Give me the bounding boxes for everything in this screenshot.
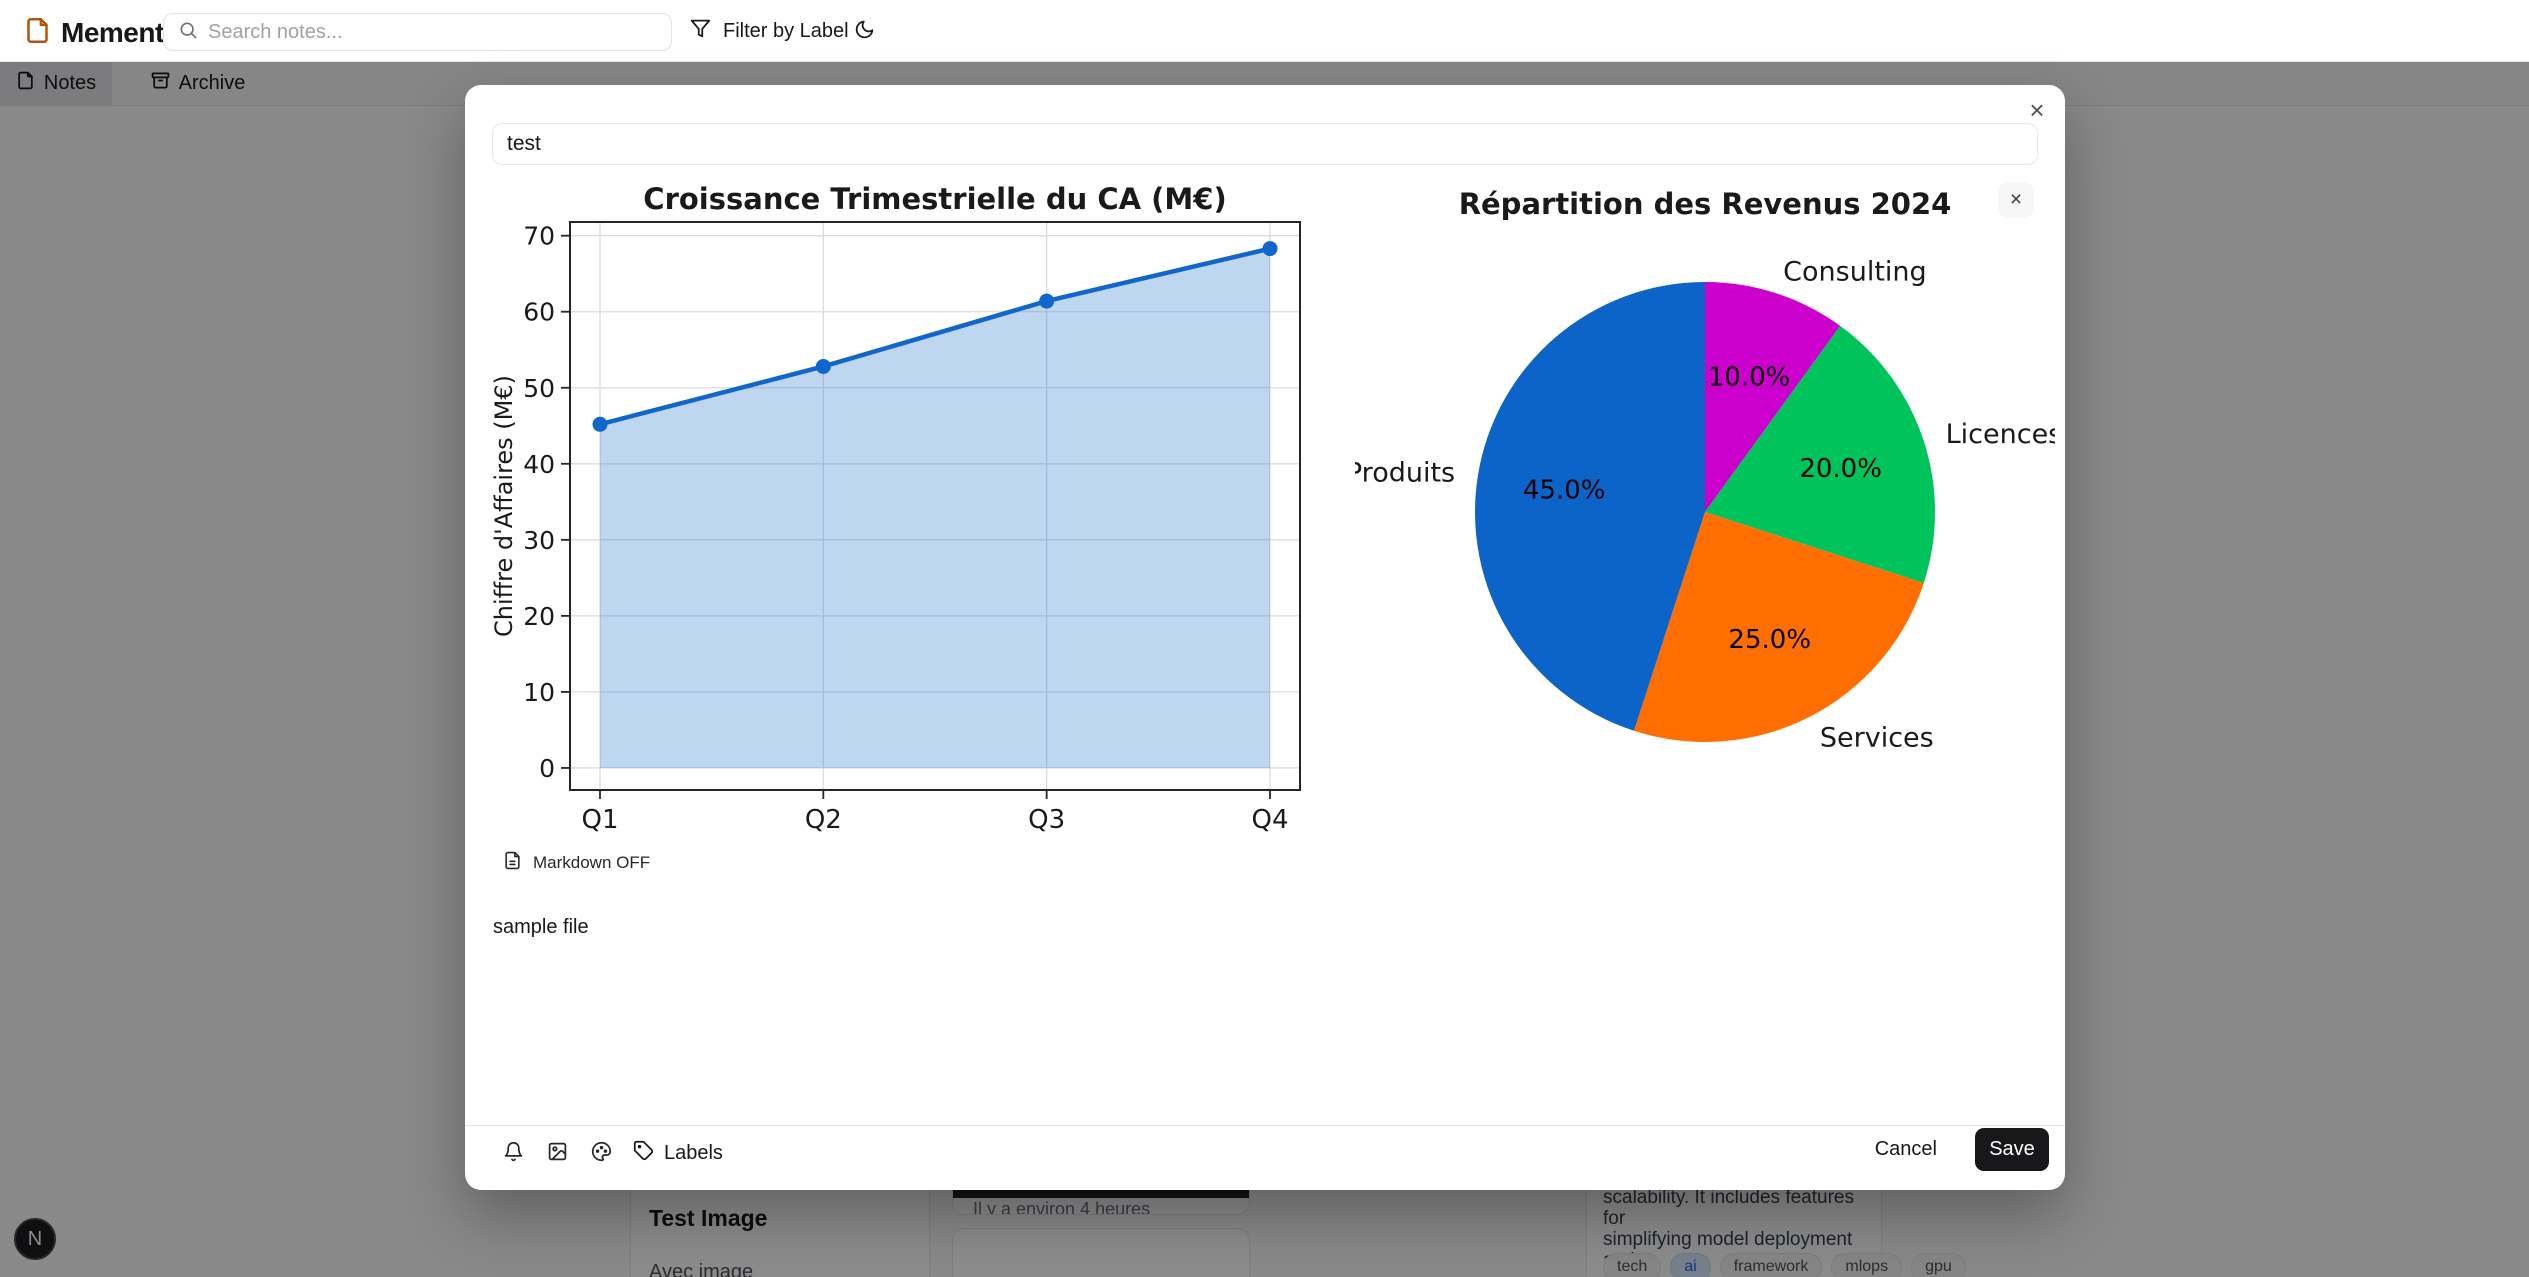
cancel-button[interactable]: Cancel — [1861, 1130, 1951, 1169]
labels-button-label: Labels — [664, 1141, 723, 1164]
color-picker-button[interactable] — [583, 1135, 619, 1171]
save-button[interactable]: Save — [1975, 1128, 2049, 1171]
edit-note-modal: × × 0 10 20 30 40 50 60 70 Q1 Q2 Q3 Q4 Croissance Tr… — [465, 85, 2065, 1190]
footer-divider — [465, 1125, 2065, 1126]
tag-pill: framework — [1719, 1253, 1823, 1277]
svg-text:70: 70 — [523, 222, 555, 251]
app-logo: Memento — [24, 17, 181, 49]
add-image-button[interactable] — [539, 1135, 575, 1171]
labels-button[interactable]: Labels — [627, 1135, 729, 1171]
tab-notes-label: Notes — [43, 72, 97, 94]
close-icon: × — [2029, 95, 2045, 125]
file-logo-icon — [24, 17, 51, 49]
svg-text:50: 50 — [523, 374, 555, 403]
file-icon — [16, 71, 35, 96]
markdown-toggle-label: Markdown OFF — [533, 853, 651, 872]
svg-text:20.0%: 20.0% — [1799, 454, 1882, 484]
svg-text:Q4: Q4 — [1251, 805, 1288, 835]
app-title: Memento — [61, 17, 181, 48]
header: Memento Filter by Label — [0, 0, 2529, 62]
svg-text:Services: Services — [1820, 722, 1934, 753]
svg-text:Chiffre d'Affaires (M€): Chiffre d'Affaires (M€) — [490, 375, 518, 637]
image-icon — [547, 1141, 568, 1165]
tab-archive-label: Archive — [178, 72, 246, 94]
svg-text:Q1: Q1 — [581, 805, 618, 835]
svg-text:Licences: Licences — [1946, 419, 2055, 450]
archive-icon — [151, 71, 170, 96]
svg-text:Q3: Q3 — [1028, 805, 1065, 835]
svg-text:Produits: Produits — [1355, 457, 1455, 488]
tab-archive[interactable]: Archive — [112, 62, 284, 105]
search-icon — [178, 20, 198, 45]
svg-text:40: 40 — [523, 450, 555, 479]
svg-text:30: 30 — [523, 526, 555, 555]
modal-close-button[interactable]: × — [2021, 94, 2053, 126]
search-box — [163, 13, 672, 51]
svg-text:Q2: Q2 — [805, 805, 842, 835]
note-card-excerpt: scalability. It includes features for si… — [1603, 1187, 1854, 1271]
note-title-input[interactable] — [492, 123, 2038, 165]
filter-by-label-button[interactable]: Filter by Label — [690, 11, 849, 51]
image-remove-button[interactable]: × — [1998, 182, 2034, 218]
tags-row: tech ai framework mlops gpu — [1603, 1253, 1966, 1277]
funnel-icon — [690, 18, 711, 45]
moon-icon — [854, 19, 875, 43]
attachment-line-chart: 0 10 20 30 40 50 60 70 Q1 Q2 Q3 Q4 Croissance Trimes… — [484, 169, 1330, 849]
tag-pill: gpu — [1911, 1253, 1966, 1277]
attachment-pie-chart: 10.0% Consulting 20.0% Licences 25.0% Service… — [1355, 162, 2055, 862]
dark-mode-toggle[interactable] — [846, 13, 882, 49]
modal-toolbar: Labels — [495, 1135, 729, 1171]
tag-pill: mlops — [1831, 1253, 1903, 1277]
profile-initial: N — [27, 1227, 43, 1250]
bell-icon — [503, 1141, 524, 1165]
tag-pill: tech — [1603, 1253, 1662, 1277]
close-icon: × — [2009, 188, 2023, 211]
svg-text:60: 60 — [523, 298, 555, 327]
file-text-icon — [503, 851, 522, 875]
svg-text:10.0%: 10.0% — [1708, 362, 1791, 392]
svg-text:Consulting: Consulting — [1783, 256, 1927, 287]
svg-text:Répartition des Revenus 2024: Répartition des Revenus 2024 — [1459, 187, 1952, 221]
palette-icon — [591, 1141, 612, 1165]
svg-text:Croissance Trimestrielle du CA: Croissance Trimestrielle du CA (M€) — [643, 182, 1226, 216]
profile-floating-button: N — [14, 1218, 56, 1260]
svg-text:45.0%: 45.0% — [1523, 476, 1606, 506]
svg-text:25.0%: 25.0% — [1728, 625, 1811, 655]
tab-bar: Notes Archive — [0, 62, 2529, 106]
note-content-textarea[interactable]: sample file — [492, 900, 2038, 1118]
markdown-toggle-button[interactable]: Markdown OFF — [503, 851, 650, 875]
modal-actions: Cancel Save — [1861, 1128, 2049, 1171]
note-card-title: Test Image — [649, 1205, 768, 1231]
svg-text:10: 10 — [523, 678, 555, 707]
note-card-timestamp: Il y a environ 4 heures — [973, 1199, 1151, 1215]
tab-notes[interactable]: Notes — [0, 62, 112, 105]
reminder-button[interactable] — [495, 1135, 531, 1171]
search-input[interactable] — [208, 20, 657, 44]
tag-icon — [633, 1140, 654, 1167]
svg-text:0: 0 — [539, 754, 555, 783]
filter-by-label-text: Filter by Label — [723, 19, 849, 42]
note-card-partial — [952, 1228, 1250, 1277]
note-card-subtitle: Avec image — [649, 1261, 754, 1277]
tag-pill: ai — [1670, 1253, 1711, 1277]
svg-text:20: 20 — [523, 602, 555, 631]
